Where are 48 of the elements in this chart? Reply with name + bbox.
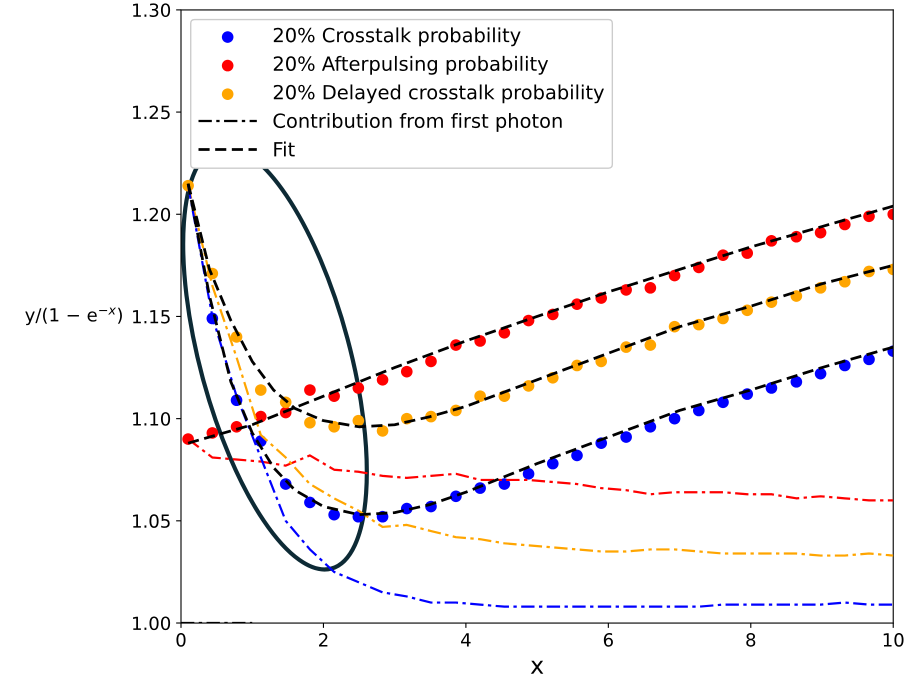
point xyxy=(620,431,632,443)
point xyxy=(790,290,802,302)
y-tick-label: 1.25 xyxy=(133,106,170,120)
point xyxy=(668,270,680,282)
point xyxy=(352,414,364,426)
x-axis-title: x xyxy=(530,660,544,674)
y-axis-title: y/(1 − e$^{−x}$) xyxy=(25,308,122,326)
legend-label: 20% Afterpulsing probability xyxy=(274,56,548,75)
legend-label: Contribution from first photon xyxy=(273,113,562,132)
point xyxy=(498,478,510,490)
y-tick-label: 1.00 xyxy=(133,616,170,630)
point xyxy=(400,366,413,378)
y-tick-label: 1.30 xyxy=(133,3,170,18)
point xyxy=(254,384,267,396)
legend-label: 20% Crosstalk probability xyxy=(274,27,521,46)
point xyxy=(790,376,802,388)
legend-label: 20% Delayed crosstalk probability xyxy=(274,84,604,104)
x-tick-label: 0 xyxy=(176,633,186,647)
point xyxy=(304,384,316,396)
x-tick-label: 2 xyxy=(319,633,328,646)
point xyxy=(376,425,388,437)
point xyxy=(644,339,656,351)
point xyxy=(668,412,680,424)
y-tick-label: 1.15 xyxy=(133,310,170,324)
y-tick-label: 1.05 xyxy=(133,514,170,528)
point xyxy=(328,421,340,433)
point xyxy=(352,382,364,394)
point xyxy=(304,416,316,429)
point xyxy=(644,282,656,294)
point xyxy=(474,390,486,402)
point xyxy=(571,450,583,462)
point xyxy=(376,374,388,386)
legend-label: Fit xyxy=(274,142,295,156)
point xyxy=(328,508,340,520)
y-tick-label: 1.20 xyxy=(133,208,170,222)
point xyxy=(522,468,534,480)
point xyxy=(814,226,826,238)
point xyxy=(838,276,851,288)
point xyxy=(766,382,778,394)
y-tick-label: 1.10 xyxy=(133,412,170,426)
point xyxy=(425,356,437,368)
point xyxy=(814,368,826,380)
x-tick-label: 6 xyxy=(604,633,613,647)
x-tick-label: 8 xyxy=(746,633,756,647)
point xyxy=(863,354,875,366)
point xyxy=(546,458,559,470)
x-tick-label: 10 xyxy=(884,633,904,647)
x-tick-label: 4 xyxy=(461,633,471,646)
